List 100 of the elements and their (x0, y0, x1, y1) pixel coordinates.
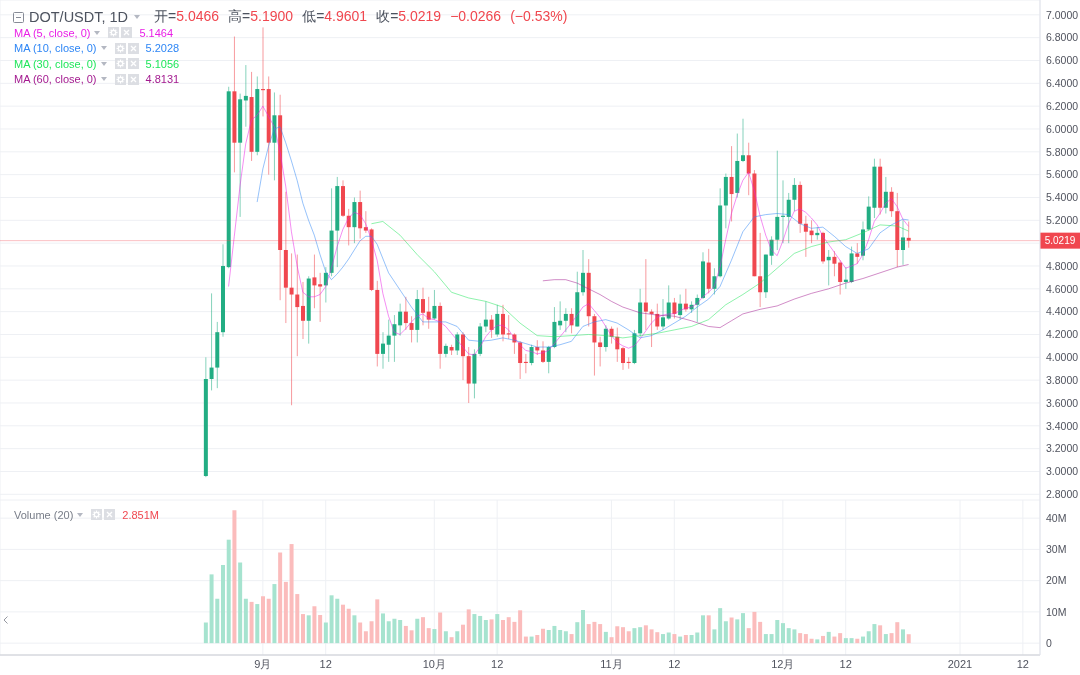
x-tick-label: 12 (1016, 657, 1029, 670)
bar (312, 606, 317, 644)
bar (346, 608, 351, 644)
bar (449, 637, 454, 644)
bar (283, 581, 288, 644)
bar (563, 631, 568, 644)
bar (621, 627, 625, 644)
annotation: 4.8131 (145, 73, 180, 86)
bar (666, 632, 671, 644)
y-tick-label: 4.6000 (1046, 282, 1079, 295)
y-tick-label: 4.8000 (1046, 259, 1079, 272)
bar (718, 608, 723, 644)
y-tick-label: 3.4000 (1046, 419, 1079, 432)
y-tick-label: 5.2000 (1046, 214, 1079, 227)
bar (232, 510, 237, 644)
bar (472, 614, 477, 644)
bar (838, 633, 843, 644)
x-tick-label: 12 (491, 657, 504, 670)
y-tick-label: 20M (1046, 574, 1067, 587)
bar (438, 612, 443, 644)
bar (443, 631, 448, 644)
bar (255, 604, 260, 644)
y-tick-label: 3.0000 (1046, 465, 1079, 478)
bar (478, 615, 483, 644)
bar (529, 636, 534, 644)
y-tick-label: 3.2000 (1046, 442, 1079, 455)
bar (643, 625, 648, 644)
bar (318, 615, 323, 644)
bar (821, 635, 825, 644)
x-tick-label: 12 (839, 657, 852, 670)
bar (261, 596, 265, 644)
ref-line-label: 5.0219 (1044, 235, 1076, 247)
bar (455, 631, 460, 644)
bar (381, 613, 385, 644)
bar (541, 628, 545, 644)
text: MA (5, close, 0) (14, 26, 91, 39)
bar (701, 615, 705, 644)
bar (581, 610, 585, 644)
y-tick-label: 7.0000 (1046, 8, 1079, 21)
bar (826, 631, 831, 644)
bar (243, 598, 248, 644)
y-tick-label: 3.8000 (1046, 373, 1079, 386)
bar (661, 634, 665, 644)
text: Volume (20) (14, 508, 74, 521)
bar (861, 636, 865, 644)
bar (466, 609, 471, 644)
x-tick-label: 12月 (771, 657, 795, 670)
y-tick-label: 6.2000 (1046, 99, 1079, 112)
bar (266, 598, 271, 644)
x-tick-label: 2021 (947, 657, 973, 670)
text: DOT/USDT, 1D (29, 9, 129, 25)
bar (735, 619, 740, 644)
bar (238, 562, 243, 644)
y-tick-label: 0 (1046, 636, 1052, 649)
bar (415, 618, 420, 644)
annotation: 2.851M (122, 508, 160, 521)
x-tick-label: 9月 (254, 657, 272, 670)
text: MA (10, close, 0) (14, 42, 97, 55)
bar (849, 638, 854, 644)
bar (632, 628, 637, 644)
x-tick-label: 12 (319, 657, 332, 670)
bar (683, 635, 688, 644)
bar (501, 620, 505, 644)
bar (306, 615, 311, 644)
annotation: 5.1464 (139, 26, 174, 39)
y-tick-label: 2.8000 (1046, 488, 1079, 501)
bar (803, 634, 808, 644)
y-tick-label: 5.8000 (1046, 145, 1079, 158)
bar (712, 629, 717, 644)
y-tick-label: 5.4000 (1046, 191, 1079, 204)
annotation: 5.2028 (145, 42, 180, 55)
bar (226, 539, 231, 644)
bar (518, 610, 523, 644)
bar (221, 565, 225, 644)
text: MA (60, close, 0) (14, 73, 97, 86)
bar (603, 631, 608, 644)
bar (758, 621, 763, 644)
bar (598, 624, 603, 644)
bar (272, 584, 277, 644)
x-tick-label: 12 (668, 657, 681, 670)
bar (421, 617, 425, 644)
bar (763, 634, 768, 644)
bar (426, 628, 431, 644)
bar (403, 625, 408, 644)
annotation: 5.1056 (145, 57, 180, 70)
bar (878, 625, 883, 644)
bar (535, 635, 540, 644)
bar (798, 633, 803, 644)
bar (203, 622, 208, 644)
bar (843, 638, 848, 644)
y-tick-label: 6.4000 (1046, 77, 1079, 90)
bar (626, 631, 631, 644)
bar (483, 620, 488, 644)
bar (832, 636, 837, 644)
bar (883, 634, 888, 644)
y-tick-label: 4.2000 (1046, 328, 1079, 341)
y-tick-label: 6.6000 (1046, 54, 1079, 67)
bar (901, 629, 905, 644)
bar (341, 604, 345, 644)
bar (678, 636, 683, 644)
